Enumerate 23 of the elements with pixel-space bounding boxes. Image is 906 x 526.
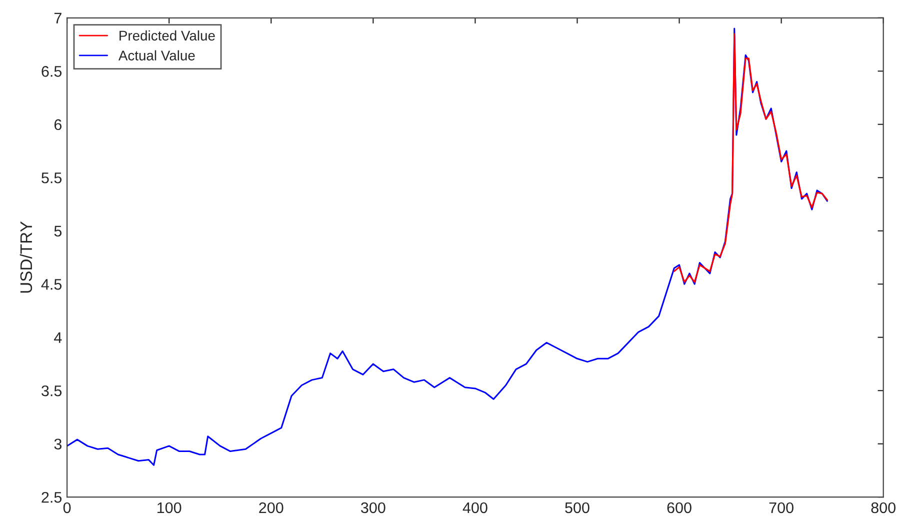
x-tick-label: 500 bbox=[565, 502, 590, 514]
y-axis-title: USD/TRY bbox=[20, 221, 32, 293]
y-tick-label: 5 bbox=[54, 226, 62, 237]
y-tick-label: 3 bbox=[54, 438, 62, 450]
legend-label: Actual Value bbox=[118, 50, 195, 60]
y-tick-label: 3.5 bbox=[42, 385, 62, 396]
line-series bbox=[673, 33, 828, 283]
x-tick-label: 400 bbox=[462, 502, 488, 514]
x-tick-label: 200 bbox=[259, 502, 284, 514]
x-tick-label: 700 bbox=[769, 502, 794, 514]
x-tick-label: 600 bbox=[667, 502, 692, 514]
y-tick-label: 6 bbox=[54, 119, 62, 130]
x-tick-label: 100 bbox=[158, 502, 182, 514]
legend-label: Predicted Value bbox=[120, 30, 215, 41]
y-tick-label: 4 bbox=[54, 332, 62, 343]
y-tick-label: 4.5 bbox=[41, 279, 62, 290]
y-tick-label: 7 bbox=[54, 12, 62, 24]
x-tick-label: 800 bbox=[871, 502, 896, 514]
y-tick-label: 5.5 bbox=[42, 172, 62, 184]
y-tick-label: 2.5 bbox=[42, 492, 62, 503]
x-tick-label: 300 bbox=[360, 502, 386, 514]
x-tick-label: 0 bbox=[63, 502, 71, 514]
y-tick-label: 6.5 bbox=[42, 66, 62, 77]
